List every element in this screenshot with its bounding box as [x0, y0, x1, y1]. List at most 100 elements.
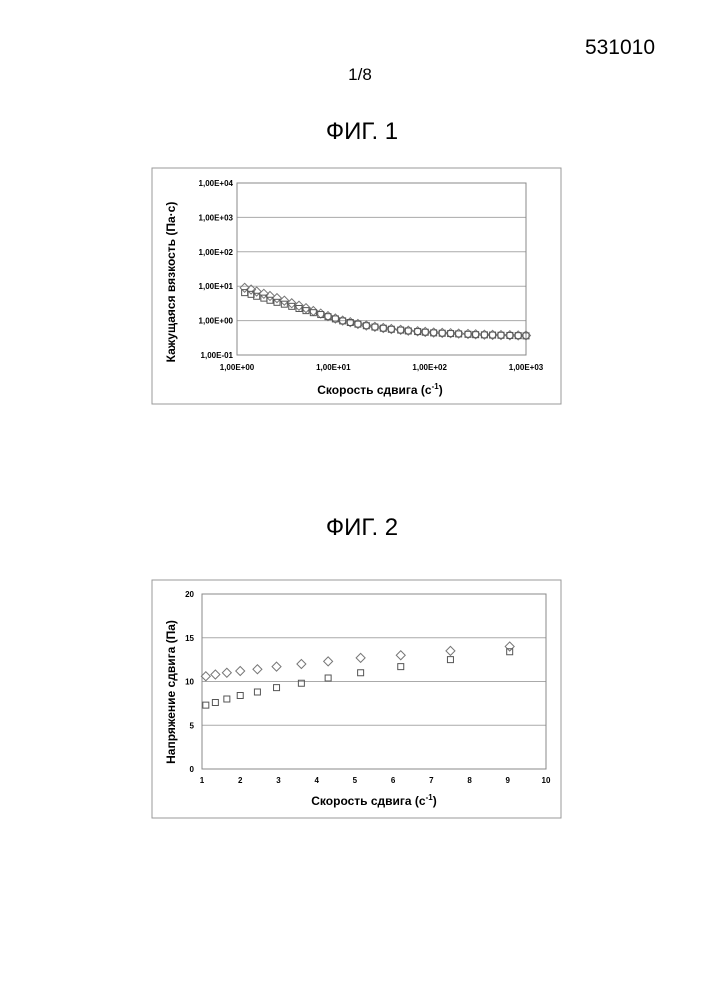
- chart-1-data-point-diamond: [454, 329, 463, 338]
- chart-2-data-point-square: [274, 685, 280, 691]
- document-number: 531010: [560, 36, 680, 60]
- chart-1-data-point-diamond: [505, 331, 514, 340]
- chart-2-data-point-diamond: [272, 662, 281, 671]
- chart-1-data-point-diamond: [429, 328, 438, 337]
- chart-1-data-point-diamond: [370, 322, 379, 331]
- chart-1-data-point-diamond: [353, 319, 362, 328]
- chart-1-data-point-square: [498, 332, 504, 338]
- chart-1-data-point-square: [405, 328, 411, 334]
- chart-1-data-point-square: [254, 293, 260, 299]
- chart-2-y-axis-label: Напряжение сдвига (Па): [164, 620, 178, 764]
- chart-2-x-tick-label: 6: [391, 776, 396, 785]
- chart-2-data-point-square: [358, 670, 364, 676]
- chart-2-plot-area: [202, 594, 546, 769]
- chart-1-data-point-square: [439, 330, 445, 336]
- chart-2-data-point-diamond: [356, 653, 365, 662]
- chart-1-data-point-diamond: [323, 312, 332, 321]
- chart-1-data-point-diamond: [272, 294, 281, 303]
- chart-2-y-tick-label: 5: [190, 721, 195, 730]
- chart-1-data-point-square: [303, 308, 309, 314]
- chart-1-data-point-square: [261, 295, 267, 301]
- chart-2-y-tick-label: 0: [190, 765, 195, 774]
- chart-1-data-point-diamond: [421, 327, 430, 336]
- chart-1-data-point-diamond: [309, 307, 318, 316]
- chart-1-data-point-square: [355, 321, 361, 327]
- chart-1-data-point-square: [325, 314, 331, 320]
- chart-2-data-point-square: [254, 689, 260, 695]
- chart-2-data-point-square: [212, 700, 218, 706]
- chart-1-data-point-diamond: [331, 314, 340, 323]
- figure-1-title: ФИГ. 1: [262, 118, 462, 146]
- chart-1-data-point-diamond: [338, 316, 347, 325]
- chart-1-data-point-square: [515, 333, 521, 339]
- chart-1-data-point-diamond: [265, 291, 274, 300]
- chart-1-data-point-square: [242, 290, 248, 296]
- chart-1-data-point-square: [296, 305, 302, 311]
- chart-1-data-point-square: [398, 327, 404, 333]
- chart-2-data-point-square: [398, 664, 404, 670]
- chart-2-x-tick-label: 7: [429, 776, 434, 785]
- chart-2-data-point-diamond: [253, 665, 262, 674]
- chart-1-y-tick-label: 1,00E+02: [199, 248, 234, 257]
- chart-1-data-point-diamond: [413, 327, 422, 336]
- chart-1-data-point-diamond: [514, 331, 523, 340]
- chart-1-data-point-diamond: [522, 331, 531, 340]
- chart-1-data-point-square: [415, 329, 421, 335]
- chart-1-data-point-square: [431, 330, 437, 336]
- chart-1-data-point-diamond: [316, 309, 325, 318]
- chart-1-data-point-square: [523, 333, 529, 339]
- chart-1-data-point-diamond: [252, 287, 261, 296]
- chart-1-x-axis-label: Скорость сдвига (с-1): [317, 382, 442, 397]
- chart-2-x-tick-label: 2: [238, 776, 243, 785]
- chart-2-y-tick-label: 20: [185, 590, 194, 599]
- chart-1-x-tick-label: 1,00E+03: [509, 363, 544, 372]
- chart-1-data-point-square: [318, 312, 324, 318]
- chart-2-x-tick-label: 8: [467, 776, 472, 785]
- chart-2-data-point-diamond: [396, 651, 405, 660]
- chart-1-data-point-diamond: [464, 329, 473, 338]
- chart-1-data-point-square: [490, 332, 496, 338]
- chart-1-data-point-square: [372, 324, 378, 330]
- chart-2-data-point-square: [237, 693, 243, 699]
- chart-2-x-tick-label: 10: [542, 776, 551, 785]
- chart-1-data-point-square: [481, 332, 487, 338]
- chart-1-y-tick-label: 1,00E+03: [199, 213, 234, 222]
- chart-1-data-point-square: [274, 299, 280, 305]
- chart-2-x-tick-label: 9: [506, 776, 511, 785]
- chart-1-x-tick-label: 1,00E+00: [220, 363, 255, 372]
- chart-2-data-point-diamond: [446, 646, 455, 655]
- chart-2-x-tick-label: 1: [200, 776, 205, 785]
- chart-2-x-tick-label: 5: [353, 776, 358, 785]
- chart-1-data-point-square: [281, 301, 287, 307]
- chart-2-data-point-square: [224, 696, 230, 702]
- chart-1-data-point-square: [465, 331, 471, 337]
- chart-2-data-point-diamond: [505, 642, 514, 651]
- chart-1-plot-area: [237, 183, 526, 355]
- chart-1-x-tick-label: 1,00E+02: [412, 363, 447, 372]
- chart-2-frame: [152, 580, 561, 818]
- chart-1-data-point-square: [422, 329, 428, 335]
- chart-1-data-point-square: [388, 326, 394, 332]
- chart-1-data-point-square: [448, 331, 454, 337]
- chart-1-x-tick-label: 1,00E+01: [316, 363, 351, 372]
- chart-1-y-tick-label: 1,00E+04: [199, 179, 234, 188]
- chart-1-data-point-square: [507, 332, 513, 338]
- chart-2-data-point-diamond: [201, 672, 210, 681]
- chart-1-data-point-square: [310, 310, 316, 316]
- chart-1-y-tick-label: 1,00E+01: [199, 282, 234, 291]
- chart-2-data-point-diamond: [324, 657, 333, 666]
- chart-2-data-point-square: [325, 675, 331, 681]
- chart-1-data-point-diamond: [396, 325, 405, 334]
- chart-2-data-point-diamond: [297, 660, 306, 669]
- chart-1-data-point-square: [289, 303, 295, 309]
- chart-1-data-point-diamond: [280, 296, 289, 305]
- chart-1-data-point-diamond: [387, 324, 396, 333]
- chart-2-data-point-square: [203, 702, 209, 708]
- chart-2-x-axis-label: Скорость сдвига (с-1): [311, 793, 436, 808]
- chart-1-data-point-diamond: [446, 329, 455, 338]
- chart-1-data-point-diamond: [301, 304, 310, 313]
- chart-1-data-point-square: [248, 291, 254, 297]
- chart-1-data-point-square: [332, 316, 338, 322]
- chart-1-data-point-square: [347, 320, 353, 326]
- chart-1-data-point-diamond: [287, 299, 296, 308]
